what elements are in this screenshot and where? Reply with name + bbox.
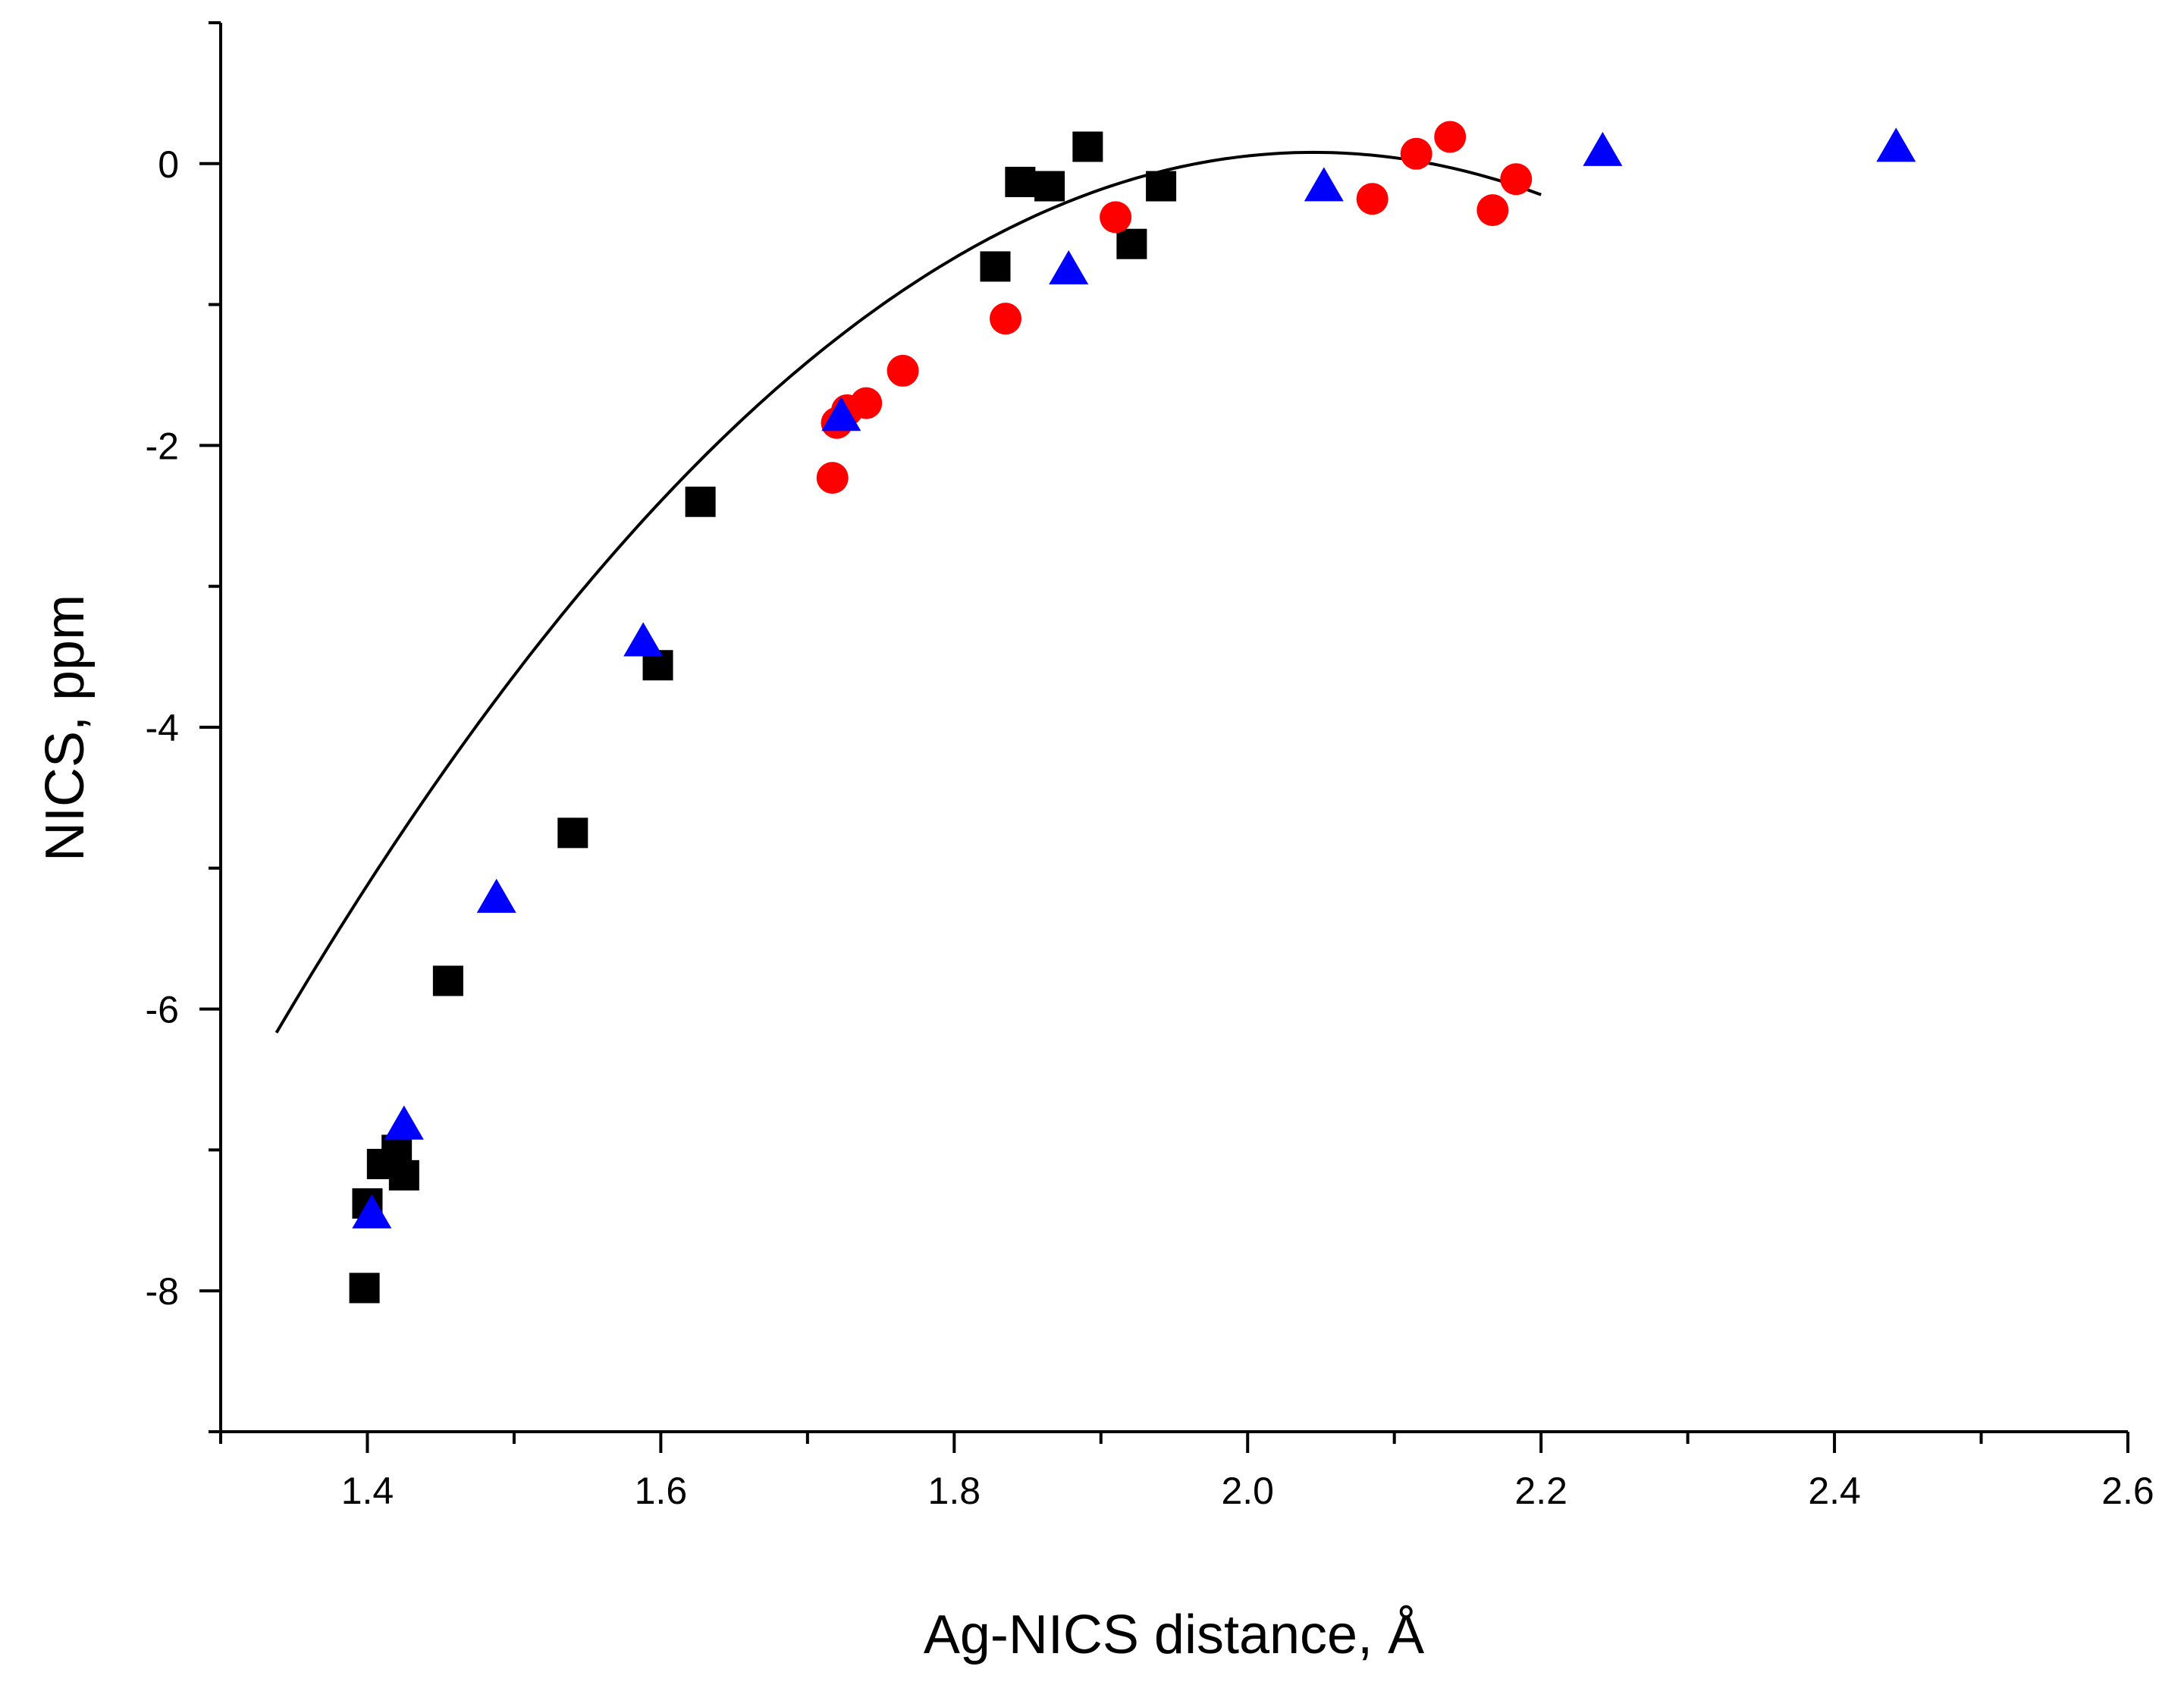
ticks: 1.4 1.6 1.8 2.0 2.2 2.4 2.6 -8 -6 -4 -2 0 xyxy=(146,21,2154,1512)
plot-area xyxy=(275,121,1916,1304)
circle-point xyxy=(1400,137,1432,170)
triangle-point xyxy=(821,397,861,431)
circle-point xyxy=(1100,201,1132,234)
triangle-point xyxy=(1304,167,1344,202)
circle-point xyxy=(1476,194,1509,227)
y-tick-label: -8 xyxy=(146,1270,179,1313)
y-tick-label: -4 xyxy=(146,707,179,749)
square-point xyxy=(432,965,463,996)
square-point xyxy=(980,251,1011,282)
circle-point xyxy=(990,303,1022,335)
square-point xyxy=(1034,171,1065,202)
square-point xyxy=(381,1134,413,1166)
circle-point xyxy=(1434,121,1467,153)
square-point xyxy=(349,1272,380,1304)
square-point xyxy=(685,486,716,517)
square-point xyxy=(1005,166,1036,197)
x-tick-label: 1.4 xyxy=(341,1470,394,1512)
x-tick-label: 2.0 xyxy=(1221,1470,1274,1512)
fit-curve-layer xyxy=(275,150,1542,1034)
y-axis-title: NICS, ppm xyxy=(35,595,96,861)
y-tick-label: -2 xyxy=(146,425,179,467)
x-axis-title: Ag-NICS distance, Å xyxy=(924,1605,1424,1665)
circle-point xyxy=(816,462,849,494)
x-tick-label: 1.8 xyxy=(928,1470,981,1512)
x-tick-label: 2.4 xyxy=(1808,1470,1861,1512)
circle-point xyxy=(1356,183,1389,215)
fit-curve xyxy=(275,150,1542,1034)
triangle-point xyxy=(1583,131,1623,166)
circle-point xyxy=(850,387,883,419)
x-tick-label: 2.2 xyxy=(1514,1470,1567,1512)
y-tick-label: -6 xyxy=(146,989,179,1031)
x-tick-label: 1.6 xyxy=(635,1470,688,1512)
triangle-point xyxy=(352,1194,392,1228)
triangle-point xyxy=(1049,250,1089,284)
triangle-point xyxy=(384,1105,424,1140)
triangle-point xyxy=(623,622,664,657)
circle-point xyxy=(1500,163,1533,196)
markers-layer xyxy=(349,121,1916,1304)
square-point xyxy=(557,817,588,849)
square-point xyxy=(388,1159,419,1191)
triangle-point xyxy=(1876,127,1916,162)
triangle-point xyxy=(476,878,516,913)
square-point xyxy=(1116,228,1147,259)
y-tick-label: 0 xyxy=(158,143,179,186)
x-tick-label: 2.6 xyxy=(2101,1470,2154,1512)
square-point xyxy=(1072,131,1103,162)
square-point xyxy=(1146,171,1177,202)
axes xyxy=(219,23,2128,1433)
circle-point xyxy=(886,354,919,387)
